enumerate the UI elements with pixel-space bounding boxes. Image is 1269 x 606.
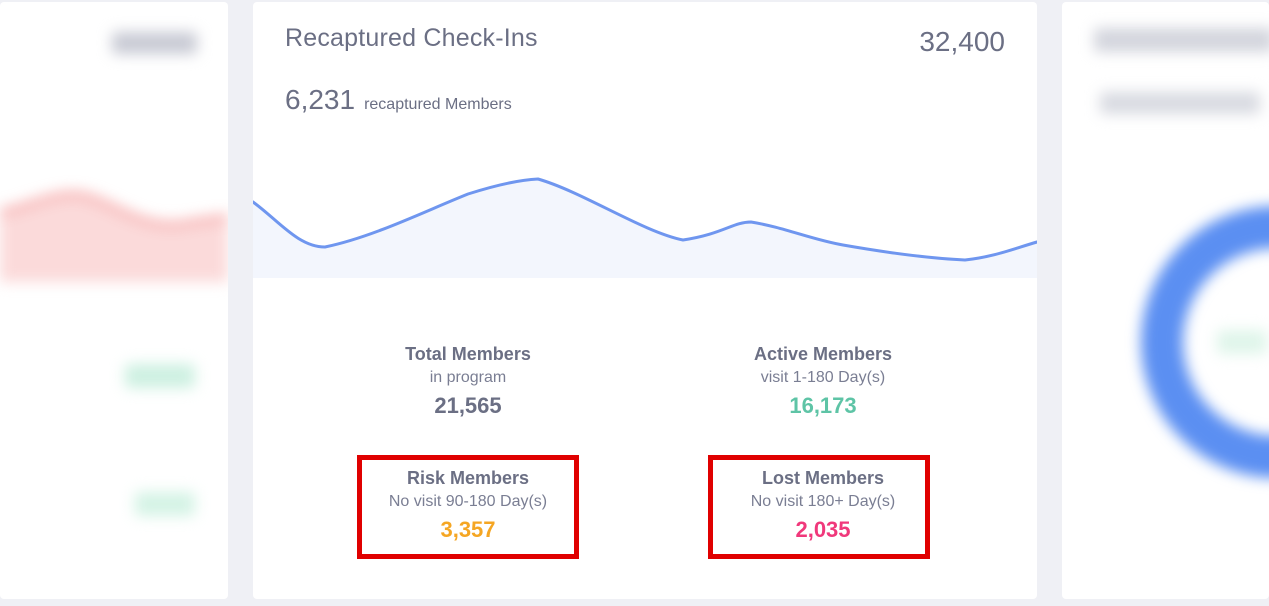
blurred-badge-green <box>1217 330 1267 354</box>
blurred-subheading <box>1100 92 1260 114</box>
recaptured-count: 6,231 <box>285 84 356 115</box>
stat-title: Risk Members <box>406 468 530 488</box>
blurred-badge-green-2 <box>135 492 195 516</box>
total-checkins-value: 32,400 <box>919 26 1005 57</box>
blurred-heading <box>112 32 197 54</box>
sparkline-line <box>253 177 1037 262</box>
recaptured-sparkline <box>253 177 1037 278</box>
recaptured-checkins-card: Recaptured Check-Ins 32,400 6,231 recapt… <box>253 2 1037 599</box>
stat-value: 3,357 <box>440 517 496 542</box>
stat-subtitle: in program <box>429 369 507 386</box>
stat-title: Lost Members <box>761 468 885 488</box>
blurred-donut-chart <box>1141 206 1269 478</box>
stat-total-members: Total Members in program 21,565 <box>358 342 578 422</box>
blurred-heading <box>1094 28 1269 52</box>
stat-title: Active Members <box>753 344 893 364</box>
stat-value: 16,173 <box>789 393 857 418</box>
blurred-trend-chart <box>0 191 228 282</box>
stat-risk-members: Risk Members No visit 90-180 Day(s) 3,35… <box>358 466 578 546</box>
stat-title: Total Members <box>405 344 531 364</box>
lost-members-highlight <box>708 455 930 559</box>
blurred-badge-green <box>125 364 195 388</box>
stat-lost-members: Lost Members No visit 180+ Day(s) 2,035 <box>713 466 933 546</box>
recaptured-label: recaptured Members <box>364 96 512 113</box>
stat-value: 2,035 <box>795 517 851 542</box>
stat-subtitle: No visit 180+ Day(s) <box>750 493 896 510</box>
risk-members-highlight <box>357 455 579 559</box>
stat-subtitle: visit 1-180 Day(s) <box>760 369 886 386</box>
recaptured-summary: 6,231 recaptured Members <box>285 84 512 116</box>
left-card <box>0 2 228 599</box>
card-title: Recaptured Check-Ins <box>285 24 538 52</box>
stat-active-members: Active Members visit 1-180 Day(s) 16,173 <box>713 342 933 422</box>
stat-subtitle: No visit 90-180 Day(s) <box>388 493 548 510</box>
sparkline-area <box>253 179 1037 278</box>
stat-value: 21,565 <box>434 393 502 418</box>
right-card <box>1062 2 1269 599</box>
